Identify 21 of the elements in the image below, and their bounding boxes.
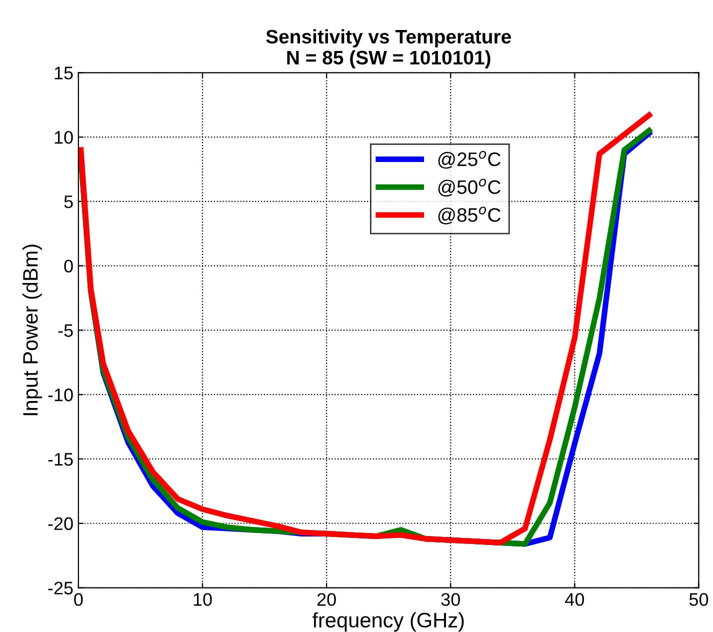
x-tick-label: 30 — [441, 593, 460, 606]
x-axis-title: frequency (GHz) — [312, 612, 464, 632]
y-tick-label: 5 — [64, 196, 73, 208]
y-tick-label: 15 — [54, 66, 73, 80]
x-tick-label: 10 — [194, 593, 212, 606]
legend-label: @50$^{o}$C — [438, 178, 501, 197]
y-tick-label: -15 — [48, 453, 73, 466]
x-tick-label: 50 — [689, 593, 708, 606]
y-tick-label: 0 — [64, 260, 73, 273]
y-tick-label: 10 — [54, 131, 73, 144]
y-tick-label: -25 — [48, 582, 73, 594]
legend-label: @25$^{o}$C — [438, 150, 501, 169]
x-tick-label: 20 — [317, 593, 336, 606]
y-tick-label: -20 — [48, 517, 73, 530]
x-tick-label: 0 — [74, 593, 83, 606]
y-tick-label: -10 — [48, 388, 73, 402]
y-axis-title: Input Power (dBm) — [22, 244, 42, 416]
chart-title: Sensitivity vs Temperature N = 85 (SW = 1010101) — [266, 29, 511, 68]
legend-label: @85$^{o}$C — [438, 206, 501, 224]
y-tick-label: -5 — [58, 324, 73, 337]
x-tick-label: 40 — [565, 593, 584, 606]
